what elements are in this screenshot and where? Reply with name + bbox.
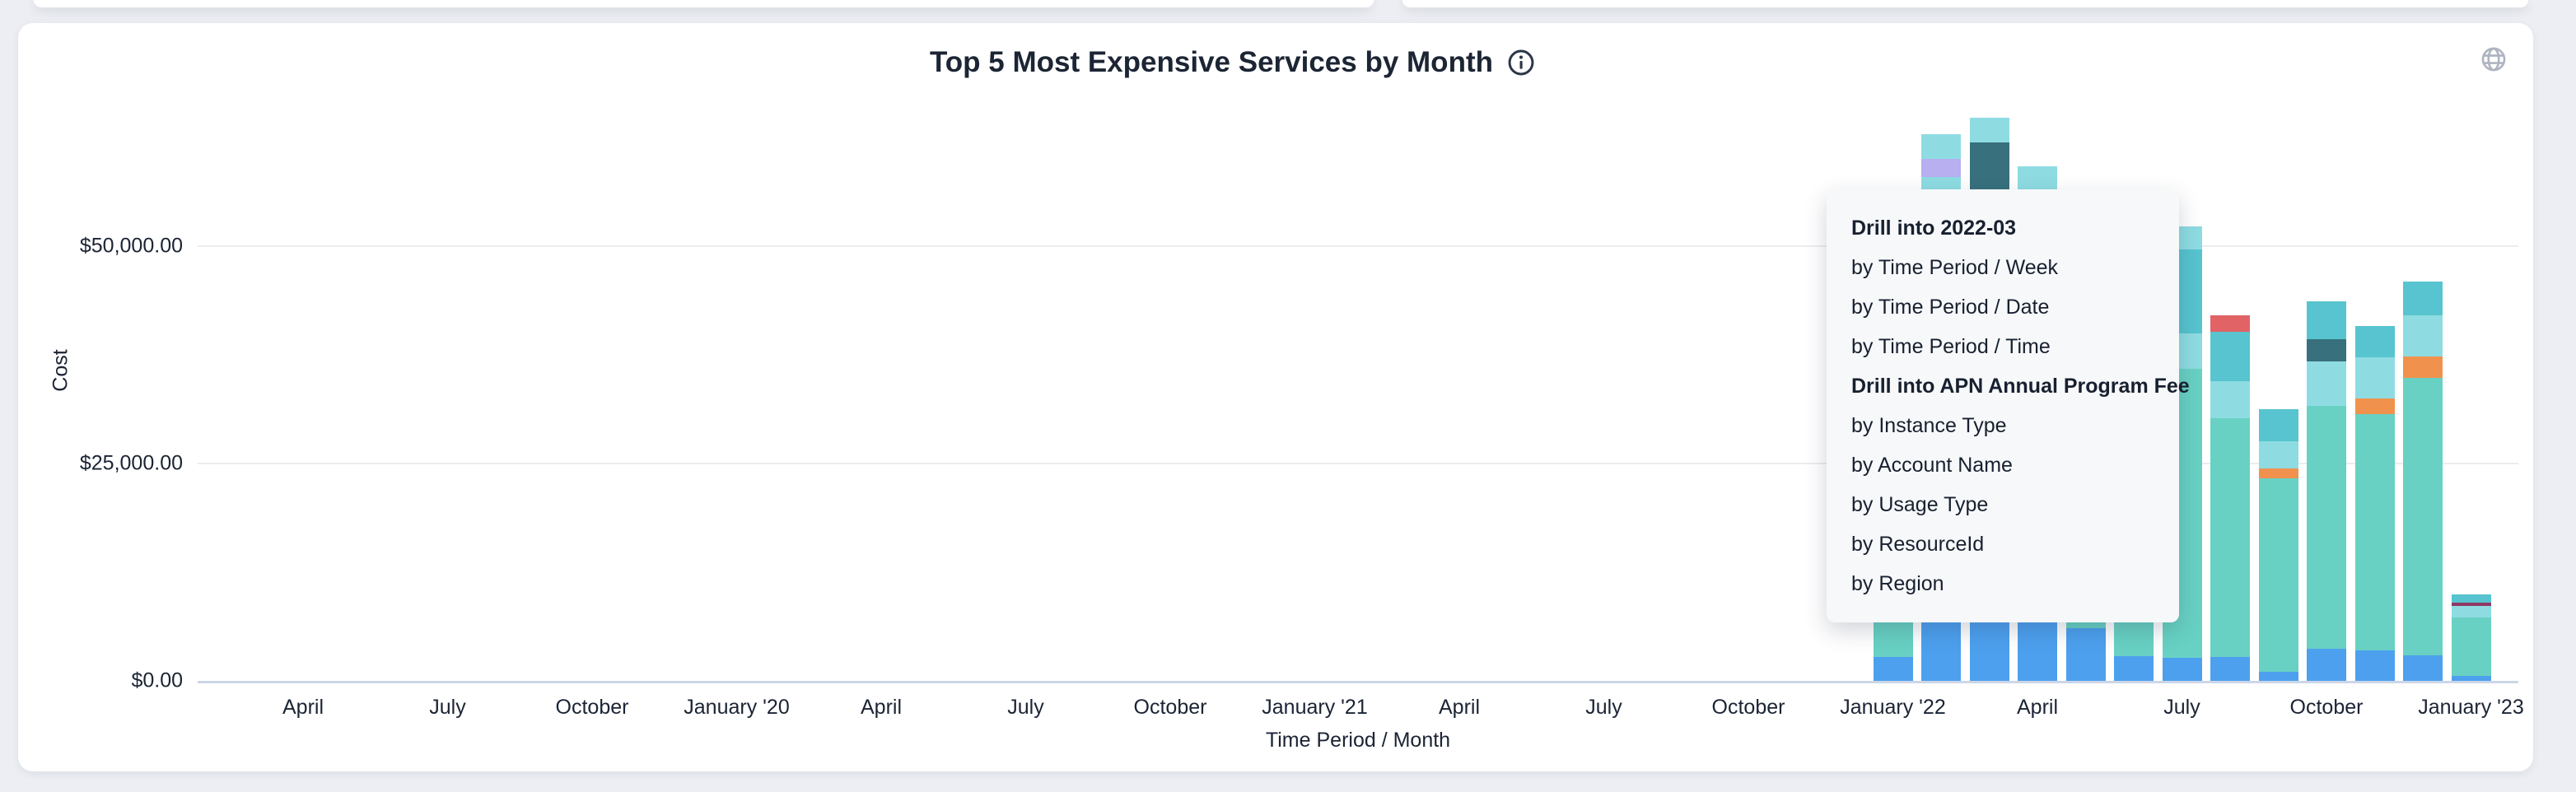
x-axis-label: Time Period / Month — [1265, 729, 1451, 752]
menu-item[interactable]: by Region — [1851, 572, 1944, 595]
x-tick-label: July — [2163, 696, 2200, 719]
chart-title: Top 5 Most Expensive Services by Month — [930, 46, 1493, 78]
bar-segment-tealblue[interactable] — [2307, 300, 2346, 339]
bar-segment-green[interactable] — [2258, 478, 2298, 672]
gridline — [198, 463, 2518, 464]
bar-segment-blue[interactable] — [1921, 612, 1961, 681]
gridline — [198, 245, 2518, 247]
menu-group-header: Drill into 2022-03 — [1851, 217, 2017, 240]
bar-2022-10[interactable] — [2307, 300, 2346, 681]
bar-2022-01[interactable] — [1873, 622, 1913, 681]
card-above-left — [34, 0, 1374, 7]
bar-segment-lightcyan[interactable] — [1969, 117, 2009, 142]
bar-segment-blue[interactable] — [2210, 656, 2250, 681]
globe-icon[interactable] — [2480, 45, 2508, 73]
menu-item[interactable]: by Usage Type — [1851, 493, 1989, 516]
bar-segment-tealblue[interactable] — [2210, 332, 2250, 381]
bar-segment-orange[interactable] — [2354, 398, 2395, 414]
x-tick-label: October — [555, 696, 629, 719]
y-axis-label: Cost — [49, 349, 72, 392]
x-tick-label: July — [1585, 696, 1622, 719]
x-tick-label: April — [282, 696, 324, 719]
menu-item[interactable]: by Time Period / Time — [1851, 335, 2051, 358]
bar-2023-01[interactable] — [2451, 594, 2491, 681]
bar-segment-green[interactable] — [2210, 417, 2250, 657]
bar-segment-lightcyan[interactable] — [2258, 440, 2298, 468]
bar-segment-darkteal[interactable] — [2307, 338, 2346, 361]
y-tick-label: $50,000.00 — [79, 234, 183, 258]
menu-item[interactable]: by Instance Type — [1851, 414, 2007, 437]
bar-segment-tealblue[interactable] — [2258, 409, 2298, 441]
bar-segment-blue[interactable] — [2354, 650, 2395, 681]
menu-group-header: Drill into APN Annual Program Fee — [1851, 375, 2190, 398]
bar-2022-12[interactable] — [2403, 281, 2443, 681]
card-above-right — [1402, 0, 2528, 7]
x-tick-label: July — [429, 696, 466, 719]
info-icon[interactable] — [1506, 48, 1536, 77]
chart-header: Top 5 Most Expensive Services by Month — [930, 46, 1536, 79]
x-tick-label: April — [1438, 696, 1481, 719]
bar-segment-green[interactable] — [1873, 622, 1913, 657]
menu-item[interactable]: by ResourceId — [1851, 533, 1985, 556]
bar-segment-blue[interactable] — [2451, 675, 2491, 681]
bar-segment-green[interactable] — [2307, 405, 2346, 649]
x-tick-label: January '22 — [1840, 696, 1946, 719]
context-menu: Drill into 2022-03 by Time Period / Week b… — [1827, 189, 2190, 622]
x-tick-label: January '23 — [2418, 696, 2524, 719]
bar-segment-tealblue[interactable] — [2403, 281, 2443, 315]
bar-segment-blue[interactable] — [2065, 627, 2106, 681]
y-tick-label: $25,000.00 — [79, 451, 183, 475]
bar-segment-blue[interactable] — [2258, 671, 2298, 681]
bar-segment-blue[interactable] — [2162, 657, 2202, 681]
bar-segment-blue[interactable] — [1873, 656, 1913, 681]
menu-item[interactable]: by Time Period / Date — [1851, 296, 2050, 319]
menu-item[interactable]: by Account Name — [1851, 454, 2013, 477]
bar-segment-green[interactable] — [2354, 413, 2395, 650]
x-tick-label: October — [2289, 696, 2364, 719]
bar-segment-tealblue[interactable] — [2354, 325, 2395, 357]
x-tick-label: January '21 — [1262, 696, 1368, 719]
bar-2022-11[interactable] — [2354, 325, 2395, 681]
bar-2022-08[interactable] — [2210, 315, 2250, 681]
x-tick-label: January '20 — [684, 696, 790, 719]
bar-segment-red[interactable] — [2210, 315, 2250, 332]
bar-segment-lightcyan[interactable] — [2451, 605, 2491, 617]
bar-segment-lightcyan[interactable] — [2403, 314, 2443, 356]
bar-segment-lightcyan[interactable] — [1921, 134, 1961, 160]
x-tick-label: April — [2016, 696, 2059, 719]
bar-segment-tealblue[interactable] — [2451, 594, 2491, 603]
x-tick-label: October — [1711, 696, 1785, 719]
bar-segment-blue[interactable] — [2114, 655, 2154, 681]
bar-segment-orange[interactable] — [2403, 356, 2443, 378]
x-axis-line — [198, 681, 2518, 683]
bar-segment-blue[interactable] — [2307, 648, 2346, 681]
bar-2022-09[interactable] — [2258, 409, 2298, 681]
bar-segment-purple[interactable] — [1921, 159, 1961, 178]
bar-segment-blue[interactable] — [2018, 613, 2057, 681]
bar-segment-lightcyan[interactable] — [2354, 356, 2395, 398]
y-tick-label: $0.00 — [131, 669, 183, 692]
x-tick-label: October — [1133, 696, 1207, 719]
bar-segment-lightcyan[interactable] — [2210, 380, 2250, 418]
bar-segment-blue[interactable] — [2403, 655, 2443, 681]
bar-segment-maroon[interactable] — [2451, 602, 2491, 606]
bar-segment-green[interactable] — [2403, 377, 2443, 655]
bar-segment-orange[interactable] — [2258, 468, 2298, 479]
x-tick-label: July — [1007, 696, 1044, 719]
bar-segment-lightcyan[interactable] — [2307, 361, 2346, 406]
x-tick-label: April — [860, 696, 903, 719]
menu-item[interactable]: by Time Period / Week — [1851, 256, 2059, 279]
bar-segment-green[interactable] — [2451, 617, 2491, 676]
